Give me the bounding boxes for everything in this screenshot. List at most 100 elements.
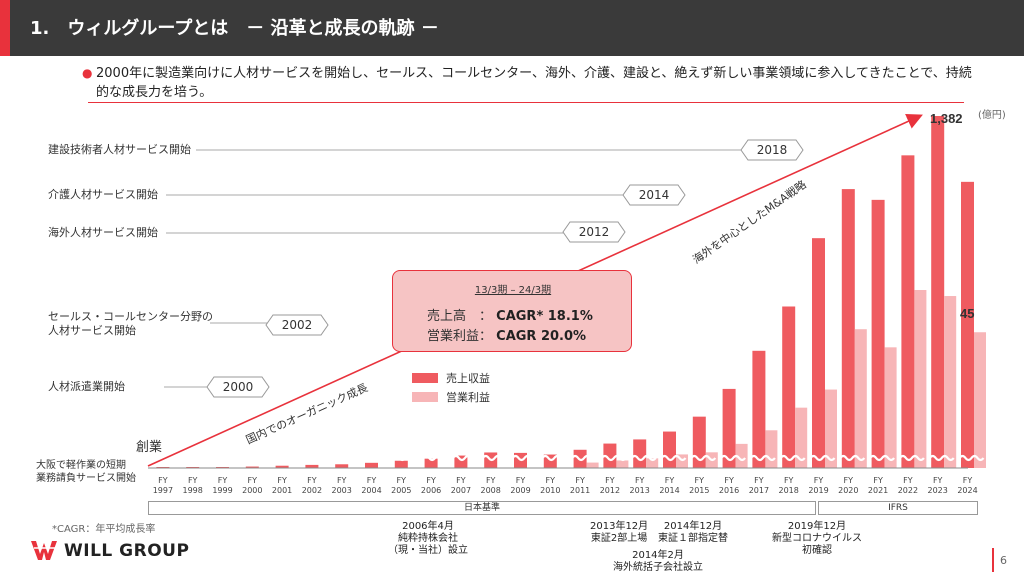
x-tick-label: FY 2023 bbox=[927, 476, 948, 495]
axis-break-mark bbox=[809, 454, 836, 462]
revenue-bar bbox=[901, 155, 915, 468]
revenue-bar bbox=[663, 431, 676, 468]
axis-break-mark bbox=[839, 454, 866, 462]
unit-label: (億円) bbox=[978, 110, 1006, 121]
founding-description: 大阪で軽作業の短期 業務請負サービス開始 bbox=[36, 460, 136, 484]
axis-break-mark bbox=[869, 454, 895, 462]
year-tag-2014: 2014 bbox=[622, 184, 686, 206]
summary-divider bbox=[88, 102, 964, 103]
founding-label: 創業 bbox=[136, 440, 163, 455]
x-tick-label: FY 2016 bbox=[718, 476, 740, 495]
legend-profit: 営業利益 bbox=[412, 389, 490, 405]
year-tag-2012-text: 2012 bbox=[578, 225, 610, 239]
axis-break-mark bbox=[392, 454, 419, 462]
axis-break-mark bbox=[958, 454, 985, 462]
x-tick-label: FY 2011 bbox=[569, 476, 591, 495]
x-tick-label: FY 2021 bbox=[867, 476, 889, 495]
cagr-revenue-value: CAGR* 18.1% bbox=[496, 309, 593, 324]
legend-revenue-swatch bbox=[412, 373, 438, 383]
legend-revenue-text: 売上収益 bbox=[446, 372, 490, 385]
year-tag-2012: 2012 bbox=[562, 221, 626, 243]
ifrs-bar: IFRS bbox=[818, 501, 978, 515]
revenue-bar bbox=[841, 189, 855, 468]
year-tag-2002-text: 2002 bbox=[281, 318, 313, 332]
axis-break-mark bbox=[779, 454, 806, 462]
will-group-logo-icon bbox=[31, 541, 58, 560]
profit-bar bbox=[914, 290, 927, 468]
x-tick-label: FY 2006 bbox=[420, 476, 442, 495]
profit-bar bbox=[974, 332, 986, 468]
x-tick-label: FY 2002 bbox=[301, 476, 323, 495]
revenue-bar bbox=[871, 199, 885, 468]
x-tick-label: FY 2000 bbox=[242, 476, 263, 495]
axis-break-mark bbox=[899, 454, 925, 462]
revenue-bar bbox=[752, 350, 766, 468]
axis-break-mark bbox=[452, 454, 478, 462]
milestone-label-nursing: 介護人材サービス開始 bbox=[48, 188, 158, 201]
event-holding-company: 2006年4月 純粋持株会社 （現・当社）設立 bbox=[388, 521, 468, 556]
axis-break-mark bbox=[690, 454, 717, 462]
profit-last-label: 45 bbox=[960, 306, 974, 321]
bullet-dot-icon: ● bbox=[82, 66, 93, 80]
profit-bar bbox=[616, 460, 629, 468]
axis-break-mark bbox=[422, 454, 448, 462]
milestone-label-sales: セールス・コールセンター分野の 人材サービス開始 bbox=[48, 310, 213, 337]
x-tick-label: FY 2001 bbox=[271, 476, 293, 495]
year-tag-2002: 2002 bbox=[265, 314, 329, 336]
revenue-bar bbox=[335, 464, 349, 468]
x-tick-label: FY 2018 bbox=[778, 476, 799, 495]
x-tick-label: FY 2010 bbox=[540, 476, 561, 495]
axis-break-mark bbox=[481, 454, 508, 462]
axis-break-mark bbox=[720, 454, 746, 462]
logo-text: WILL GROUP bbox=[64, 541, 190, 561]
header-bar: 1. ウィルグループとは － 沿革と成長の軌跡 － bbox=[0, 0, 1024, 56]
x-tick-label: FY 2013 bbox=[629, 476, 650, 495]
x-tick-label: FY 2024 bbox=[957, 476, 978, 495]
event-overseas-subsidiary: 2014年2月 海外統括子会社設立 bbox=[613, 550, 703, 573]
x-tick-label: FY 2012 bbox=[599, 476, 621, 495]
company-logo: WILL GROUP bbox=[30, 538, 189, 564]
x-tick-label: FY 2004 bbox=[361, 476, 382, 495]
axis-break-mark bbox=[750, 454, 776, 462]
x-tick-label: FY 2019 bbox=[808, 476, 829, 495]
summary-text: 2000年に製造業向けに人材サービスを開始し、セールス、コールセンター、海外、介… bbox=[96, 66, 972, 100]
year-tag-2000: 2000 bbox=[206, 376, 270, 398]
profit-bar bbox=[825, 389, 837, 468]
milestone-label-dispatch: 人材派遣業開始 bbox=[48, 380, 125, 393]
year-tag-2018-text: 2018 bbox=[756, 143, 788, 157]
footnote: *CAGR：年平均成長率 bbox=[52, 524, 156, 535]
revenue-bar bbox=[782, 306, 796, 468]
revenue-bar bbox=[275, 465, 289, 468]
axis-break-mark bbox=[660, 454, 687, 462]
profit-bar bbox=[944, 296, 957, 468]
profit-bar bbox=[735, 443, 748, 468]
revenue-bar bbox=[365, 462, 378, 468]
event-covid: 2019年12月 新型コロナウイルス 初確認 bbox=[772, 521, 862, 556]
x-tick-label: FY 2020 bbox=[838, 476, 859, 495]
revenue-bar bbox=[931, 116, 945, 468]
profit-bar bbox=[795, 407, 808, 468]
revenue-bar bbox=[722, 388, 736, 468]
revenue-last-label: 1,382 bbox=[930, 111, 963, 126]
profit-bar bbox=[884, 347, 897, 468]
ma-strategy-label: 海外を中心としたM&A戦略 bbox=[690, 177, 809, 266]
cagr-revenue-row: 売上高 ： CAGR* 18.1% bbox=[427, 305, 593, 324]
profit-bar bbox=[586, 462, 599, 468]
cagr-revenue-label: 売上高 ： bbox=[427, 309, 493, 324]
year-tag-2000-text: 2000 bbox=[222, 380, 254, 394]
axis-break-mark bbox=[541, 454, 568, 462]
axis-break-mark bbox=[571, 454, 597, 462]
page-title: 1. ウィルグループとは － 沿革と成長の軌跡 － bbox=[30, 18, 439, 39]
year-tag-2018: 2018 bbox=[740, 139, 804, 161]
page-number-accent bbox=[992, 548, 994, 572]
axis-break-mark bbox=[928, 454, 955, 462]
event-tse2-listing: 2013年12月 東証2部上場 bbox=[590, 521, 649, 544]
axis-break-mark bbox=[511, 454, 538, 462]
x-tick-label: FY 1999 bbox=[212, 476, 233, 495]
legend-revenue: 売上収益 bbox=[412, 370, 490, 386]
x-tick-label: FY 2015 bbox=[689, 476, 710, 495]
revenue-bar bbox=[394, 460, 408, 468]
profit-bar bbox=[646, 458, 659, 468]
revenue-bar bbox=[245, 466, 259, 468]
cagr-period: 13/3期 – 24/3期 bbox=[474, 285, 552, 296]
